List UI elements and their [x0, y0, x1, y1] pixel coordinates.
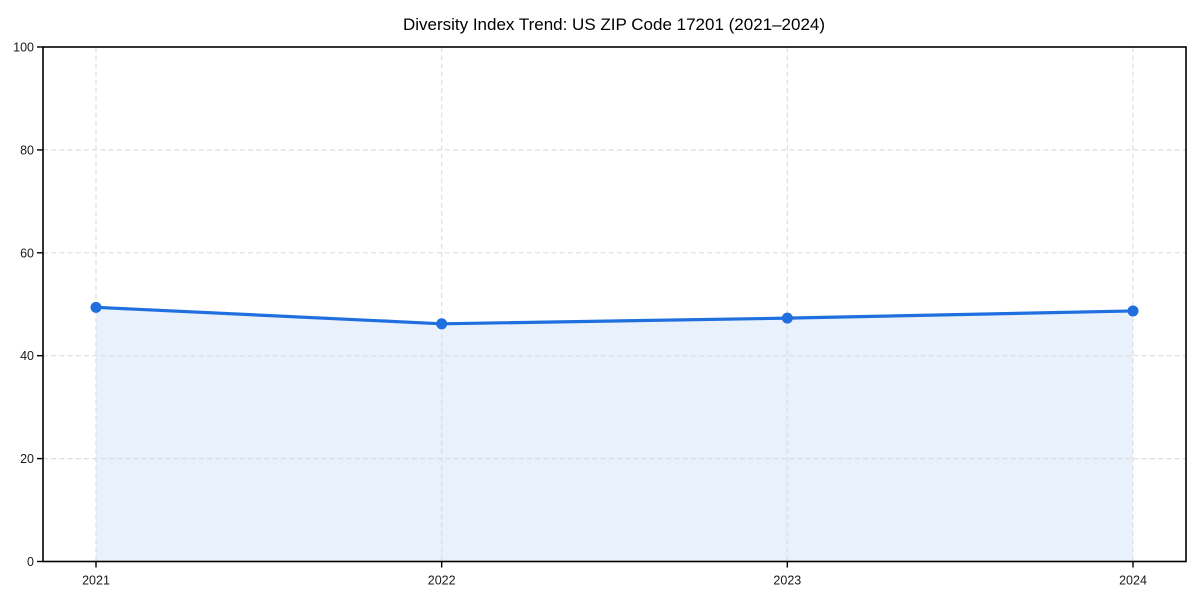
axes-box	[42, 46, 1187, 563]
data-point	[436, 318, 448, 330]
chart-title: Diversity Index Trend: US ZIP Code 17201…	[403, 15, 825, 34]
area-fill	[96, 307, 1133, 562]
x-tick-label: 2022	[428, 574, 456, 588]
axes-layer	[37, 46, 1187, 568]
gridline-layer	[43, 47, 1186, 562]
x-tick-label: 2023	[773, 574, 801, 588]
data-point	[1127, 305, 1139, 317]
y-tick-label: 80	[20, 143, 34, 157]
x-tick-label: 2024	[1119, 574, 1147, 588]
trend-line	[94, 305, 1135, 326]
area-fill-layer	[96, 307, 1133, 562]
y-tick-label: 100	[13, 41, 34, 55]
data-point	[781, 312, 793, 324]
y-tick-label: 0	[27, 555, 34, 569]
data-line-layer	[90, 301, 1139, 330]
y-tick-label: 60	[20, 246, 34, 260]
tick-label-layer: 0 20 40 60 80 100 2021 2022 2023 2024	[13, 41, 1147, 588]
x-tick-label: 2021	[82, 574, 110, 588]
y-tick-label: 40	[20, 349, 34, 363]
data-point	[90, 301, 102, 313]
y-tick-label: 20	[20, 452, 34, 466]
